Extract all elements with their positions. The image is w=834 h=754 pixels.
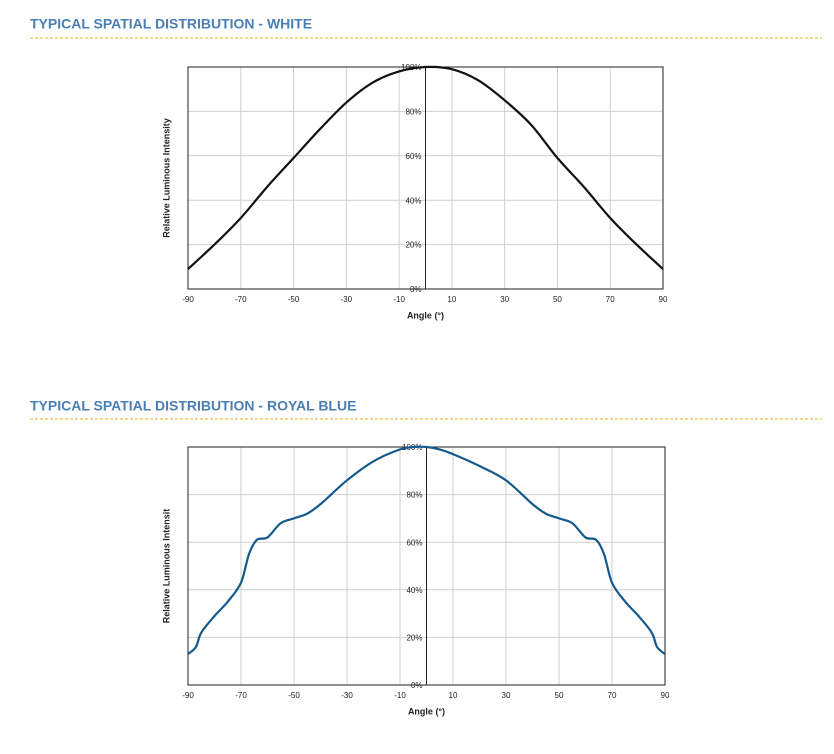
y-tick-label: 40% xyxy=(405,196,421,205)
x-tick-label: 70 xyxy=(608,691,617,700)
section-heading: TYPICAL SPATIAL DISTRIBUTION - WHITE xyxy=(30,16,312,32)
x-tick-label: -10 xyxy=(394,691,406,700)
x-tick-label: 10 xyxy=(449,691,458,700)
x-tick-label: -30 xyxy=(341,691,353,700)
x-tick-label: -70 xyxy=(235,691,247,700)
x-axis-title: Angle (°) xyxy=(407,310,444,320)
curve xyxy=(187,445,666,655)
y-axis-title: Relative Luminous Intensit xyxy=(161,509,171,624)
x-axis-title: Angle (°) xyxy=(408,706,445,716)
x-tick-label: -90 xyxy=(182,295,194,304)
y-tick-label: 60% xyxy=(406,538,422,547)
y-tick-label: 60% xyxy=(405,152,421,161)
y-tick-label: 80% xyxy=(406,491,422,500)
x-tick-label: 10 xyxy=(447,295,456,304)
x-tick-label: 70 xyxy=(606,295,615,304)
y-tick-label: 0% xyxy=(411,681,423,690)
x-tick-label: -10 xyxy=(393,295,405,304)
x-tick-label: 90 xyxy=(659,295,668,304)
y-tick-label: 0% xyxy=(410,285,422,294)
y-axis-title: Relative Luminous Intensity xyxy=(161,118,171,238)
y-tick-label: 40% xyxy=(406,586,422,595)
x-tick-label: -50 xyxy=(288,691,300,700)
x-tick-label: 90 xyxy=(661,691,670,700)
y-tick-label: 80% xyxy=(405,108,421,117)
section-heading: TYPICAL SPATIAL DISTRIBUTION - ROYAL BLU… xyxy=(30,398,356,414)
x-tick-label: 50 xyxy=(555,691,564,700)
x-tick-label: -30 xyxy=(341,295,353,304)
y-tick-label: 20% xyxy=(406,634,422,643)
x-tick-label: -90 xyxy=(182,691,194,700)
curve xyxy=(187,65,664,270)
x-tick-label: -70 xyxy=(235,295,247,304)
x-tick-label: 30 xyxy=(502,691,511,700)
x-tick-label: 30 xyxy=(500,295,509,304)
x-tick-label: 50 xyxy=(553,295,562,304)
y-tick-label: 20% xyxy=(405,241,421,250)
x-tick-label: -50 xyxy=(288,295,300,304)
